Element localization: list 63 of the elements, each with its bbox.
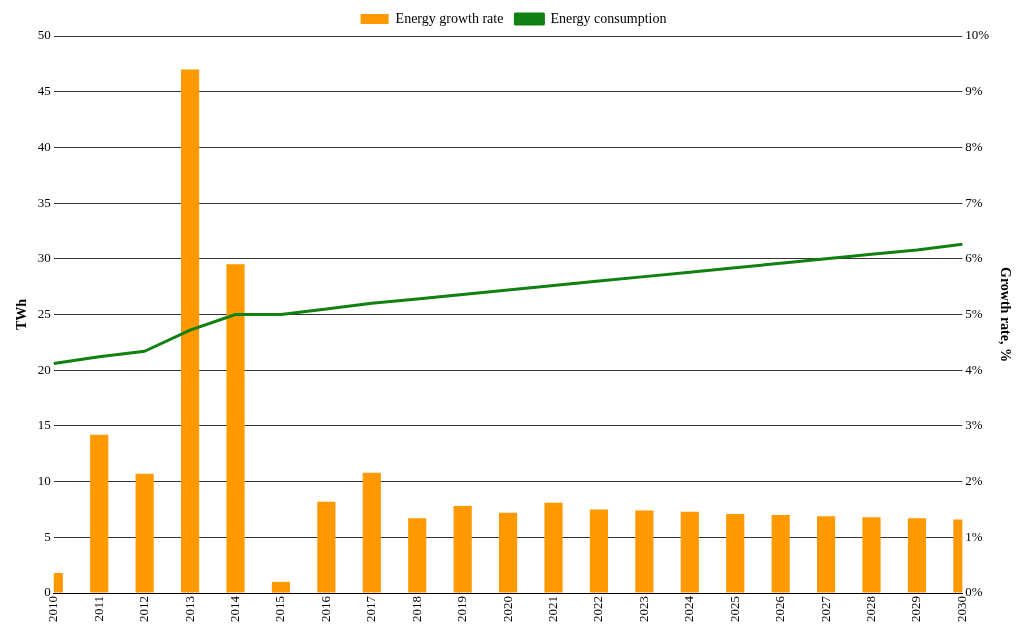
x-tick-label: 2012 (136, 596, 152, 622)
x-tick-label: 2013 (181, 596, 197, 622)
y-tick-label: 30 (37, 250, 51, 266)
bar (90, 434, 109, 593)
y-tick-label: 50 (37, 27, 51, 43)
x-tick-label: 2024 (681, 595, 697, 622)
y-tick-label: 5 (44, 528, 51, 544)
y2-tick-label: 3% (965, 417, 983, 433)
y2-tick-label: 9% (965, 83, 983, 99)
bar (907, 518, 927, 593)
x-tick-label: 2027 (817, 595, 833, 622)
y2-axis-title: Growth rate, % (997, 267, 1013, 362)
x-tick-label: 2020 (499, 596, 515, 622)
y2-tick-label: 5% (965, 305, 983, 321)
legend-label: Energy growth rate (395, 10, 504, 26)
bar (453, 506, 472, 593)
bar (181, 69, 200, 593)
y2-tick-label: 1% (965, 528, 983, 544)
x-tick-label: 2017 (363, 595, 379, 622)
x-tick-label: 2015 (272, 596, 288, 622)
y-tick-label: 40 (37, 138, 51, 154)
x-tick-label: 2016 (317, 595, 333, 622)
bar (317, 501, 336, 593)
bar (771, 515, 790, 593)
x-tick-label: 2028 (862, 596, 878, 622)
x-tick-label: 2011 (90, 596, 106, 622)
x-tick-label: 2025 (726, 596, 742, 622)
x-tick-label: 2014 (226, 595, 242, 622)
y2-tick-label: 6% (965, 250, 983, 266)
y2-tick-label: 7% (965, 194, 983, 210)
x-tick-label: 2026 (772, 595, 788, 622)
x-tick-label: 2010 (45, 596, 61, 622)
bar (680, 511, 699, 593)
legend-label: Energy consumption (550, 10, 667, 26)
y2-tick-label: 4% (965, 361, 983, 377)
x-tick-label: 2023 (635, 596, 651, 622)
y2-tick-label: 10% (965, 27, 990, 43)
y-tick-label: 15 (37, 417, 51, 433)
bar (362, 472, 381, 593)
y-tick-label: 35 (37, 194, 51, 210)
bar (135, 473, 154, 593)
bar (271, 581, 291, 593)
x-tick-label: 2021 (544, 596, 560, 622)
y2-tick-label: 8% (965, 138, 983, 154)
bar (544, 502, 563, 593)
x-tick-label: 2018 (408, 596, 424, 622)
bar (635, 510, 654, 593)
y-tick-label: 20 (37, 361, 51, 377)
y-tick-label: 25 (37, 305, 51, 321)
bar (589, 509, 609, 593)
x-tick-label: 2022 (590, 596, 606, 622)
bar (817, 516, 836, 593)
y-tick-label: 45 (37, 83, 51, 99)
x-tick-label: 2029 (908, 596, 924, 622)
y2-tick-label: 2% (965, 473, 983, 489)
y-axis-title: TWh (14, 298, 30, 331)
bar (499, 512, 518, 593)
bar (726, 513, 745, 593)
y-tick-label: 10 (37, 473, 51, 489)
bar (862, 517, 881, 593)
bar (408, 518, 427, 593)
bar (226, 264, 245, 593)
x-tick-label: 2019 (454, 596, 470, 622)
